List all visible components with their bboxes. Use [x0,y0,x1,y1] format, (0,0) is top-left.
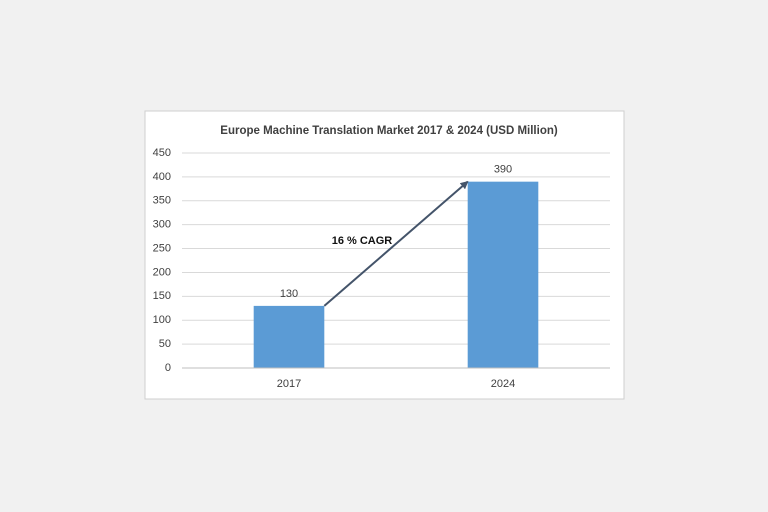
y-tick-label: 50 [159,338,171,350]
y-tick-label: 350 [153,195,171,207]
y-tick-label: 150 [153,290,171,302]
y-tick-label: 100 [153,314,171,326]
cagr-arrow [323,180,469,307]
chart-title: Europe Machine Translation Market 2017 &… [220,125,558,137]
y-tick-label: 300 [153,219,171,231]
bar [253,305,325,368]
y-tick-label: 0 [165,362,171,374]
y-tick-label: 200 [153,266,171,278]
x-tick-label: 2017 [277,378,301,390]
y-tick-label: 450 [153,147,171,159]
annotation: 16 % CAGR [332,235,393,247]
bar [467,181,539,368]
y-tick-label: 400 [153,171,171,183]
x-tick-label: 2024 [491,378,515,390]
data-label: 130 [280,288,298,300]
data-label: 390 [494,164,512,176]
y-tick-label: 250 [153,242,171,254]
